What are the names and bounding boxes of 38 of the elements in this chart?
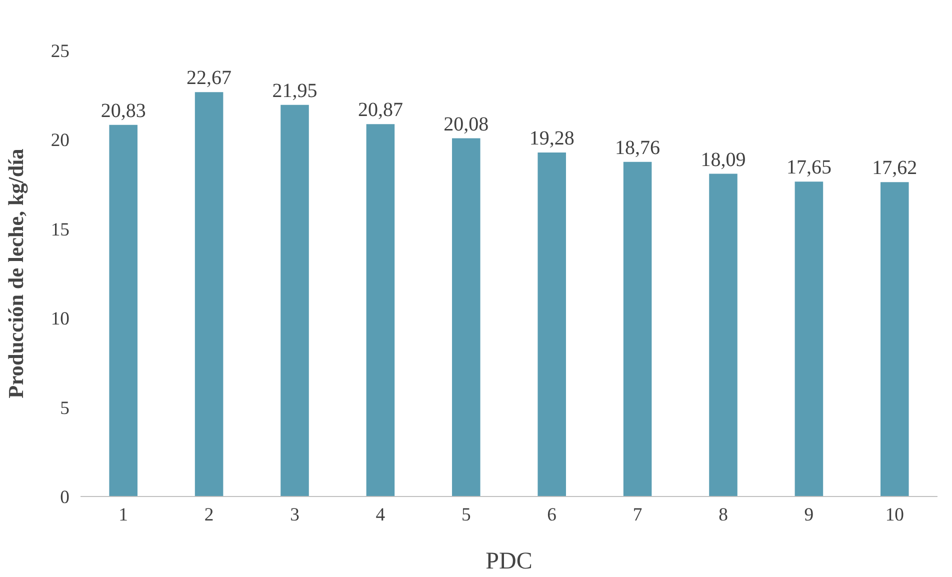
y-tick-label: 20	[50, 130, 70, 152]
x-tick-label: 1	[118, 504, 128, 526]
x-tick-label: 10	[885, 504, 904, 526]
data-label: 17,62	[872, 157, 918, 180]
y-axis-title: Producción de leche, kg/día	[4, 148, 28, 398]
data-label: 20,08	[444, 113, 489, 136]
bar	[280, 104, 309, 496]
data-label: 22,67	[186, 67, 232, 90]
data-label: 18,09	[700, 148, 746, 171]
x-tick-label: 4	[376, 504, 386, 526]
data-label: 17,65	[786, 156, 832, 179]
bar	[366, 124, 395, 496]
bar	[452, 138, 480, 496]
data-label: 21,95	[272, 80, 318, 102]
y-tick-label: 25	[50, 41, 70, 62]
data-label: 19,28	[529, 128, 574, 150]
x-tick-label: 5	[461, 504, 471, 526]
x-axis-title: PDC	[486, 548, 532, 574]
data-label: 20,87	[358, 99, 403, 122]
x-tick-label: 2	[204, 504, 214, 526]
data-label: 20,83	[100, 100, 146, 122]
data-label: 18,76	[615, 136, 660, 159]
y-tick-label: 0	[60, 487, 70, 508]
x-tick-label: 3	[290, 504, 300, 526]
bar	[194, 92, 224, 496]
bar	[109, 124, 138, 496]
y-tick-label: 15	[50, 219, 70, 240]
x-tick-label: 7	[632, 504, 642, 526]
bar	[709, 174, 738, 496]
bar	[794, 182, 824, 496]
x-tick-label: 9	[804, 504, 814, 526]
bar	[623, 162, 652, 496]
bar	[880, 182, 909, 496]
y-tick-label: 5	[60, 398, 70, 419]
bar	[538, 152, 566, 496]
y-tick-label: 10	[50, 308, 70, 330]
x-tick-label: 8	[718, 504, 728, 526]
x-tick-label: 6	[547, 504, 557, 526]
